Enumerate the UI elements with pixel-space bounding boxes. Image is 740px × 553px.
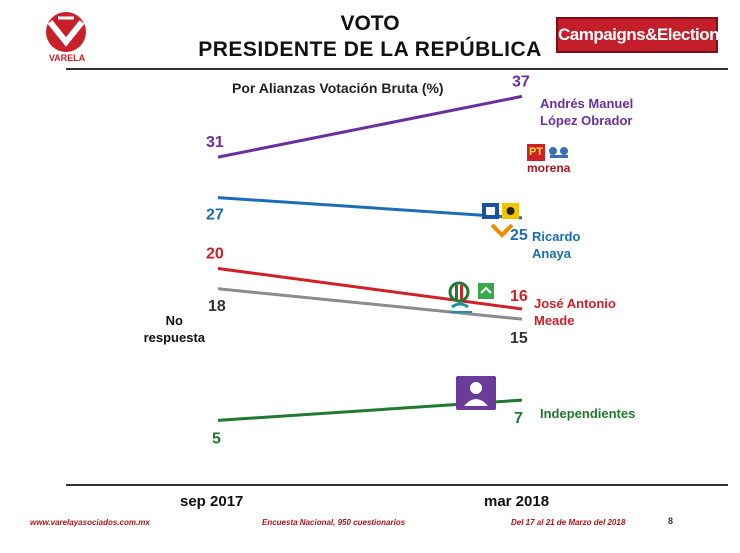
footer-dates: Del 17 al 21 de Marzo del 2018 [511,518,626,527]
movimiento-ciudadano-icon [549,147,568,158]
series-name-independientes: Independientes [540,406,635,421]
pt-morena-badge: PT morena [527,144,570,175]
title-voto: VOTO [340,12,400,35]
series-name-meade: José Antonio Meade [534,296,616,328]
chart-subtitle: Por Alianzas Votación Bruta (%) [232,80,444,96]
series-name-anaya: Ricardo Anaya [532,229,580,261]
data-label-no-respuesta-sep: 18 [208,298,226,315]
pt-logo: PT [527,144,545,161]
morena-logo: morena [527,161,571,175]
data-label-no-respuesta-mar: 15 [510,330,528,347]
user-icon [456,376,496,410]
page-number: 8 [668,516,674,526]
x-axis-line [66,484,728,486]
data-label-meade-sep: 20 [206,246,224,263]
series-name-amlo: Andrés Manuel López Obrador [540,96,633,128]
varela-logo-text: VARELA [49,53,86,63]
header-divider [66,68,728,70]
data-label-anaya-mar: 25 [510,227,528,244]
pri-pvem-badge [446,281,498,322]
series-line-no-respuesta [217,287,523,321]
footer-website: www.varelayasociados.com.mx [30,518,150,527]
series-line-amlo [217,94,523,159]
data-label-amlo-sep: 31 [206,134,224,151]
title-presidente: PRESIDENTE DE LA REPÚBLICA [198,38,542,61]
varela-logo: VARELA [46,12,86,63]
pan-prd-badge [482,201,522,244]
x-tick-sep-2017: sep 2017 [180,493,244,510]
data-label-independientes-mar: 7 [514,410,523,427]
pan-prd-mc-icons [482,203,519,238]
series-line-anaya [217,196,523,220]
pri-pvem-panal-icons [448,281,494,313]
data-label-independientes-sep: 5 [212,430,221,447]
independiente-badge [456,376,496,415]
data-label-anaya-sep: 27 [206,207,224,224]
data-label-meade-mar: 16 [510,288,528,305]
data-label-amlo-mar: 37 [512,73,530,90]
series-name-no-respuesta: No respuesta [144,313,206,345]
campaigns-elections-logo: Campaigns&Elections [556,17,729,53]
x-tick-mar-2018: mar 2018 [484,493,550,510]
series-line-meade [217,267,523,311]
footer-survey: Encuesta Nacional, 950 cuestionarios [262,518,406,527]
